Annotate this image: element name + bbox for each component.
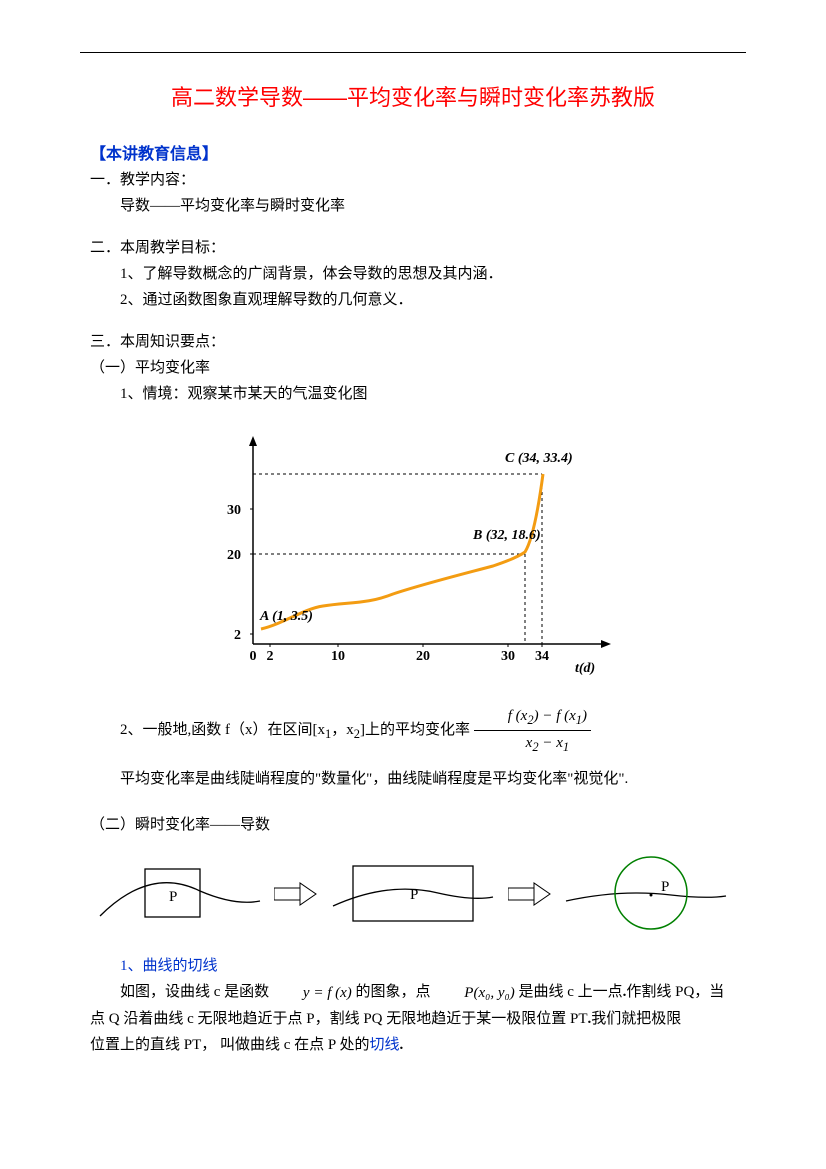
- svg-text:C (34, 33.4): C (34, 33.4): [505, 451, 573, 466]
- avg-rate-item-2: 2、一般地,函数 f（x）在区间[x1，x2]上的平均变化率 f (x2) − …: [90, 704, 736, 757]
- chart-x-ticks: 0 2 10 20 30 34: [250, 644, 550, 664]
- label-teaching-content: 一．教学内容：: [90, 168, 736, 192]
- goal-item-2: 2、通过函数图象直观理解导数的几何意义．: [90, 288, 736, 312]
- svg-text:B (32, 18.6): B (32, 18.6): [472, 528, 541, 543]
- avg-rate-description: 平均变化率是曲线陡峭程度的"数量化"，曲线陡峭程度是平均变化率"视觉化".: [90, 767, 736, 791]
- tangent-subhead: 1、曲线的切线: [90, 954, 736, 978]
- svg-text:30: 30: [501, 649, 515, 664]
- arrow-icon: [274, 879, 318, 909]
- svg-text:0: 0: [250, 649, 257, 664]
- label-knowledge-points: 三．本周知识要点：: [90, 330, 736, 354]
- svg-text:P: P: [169, 889, 177, 905]
- zoom-stage-3: P: [561, 851, 731, 936]
- label-teaching-goals: 二．本周教学目标：: [90, 236, 736, 260]
- svg-text:t(d): t(d): [575, 661, 595, 676]
- top-rule: [80, 52, 746, 53]
- avg-rate-formula: f (x2) − f (x1) x2 − x1: [474, 704, 591, 757]
- zoom-sequence: P P P: [90, 851, 736, 936]
- page-title: 高二数学导数——平均变化率与瞬时变化率苏教版: [90, 80, 736, 112]
- svg-text:10: 10: [331, 649, 345, 664]
- svg-text:30: 30: [227, 503, 241, 518]
- temperature-curve: [261, 474, 543, 629]
- section-head-info: 【本讲教育信息】: [90, 140, 736, 164]
- teaching-content: 导数——平均变化率与瞬时变化率: [90, 194, 736, 218]
- svg-text:A (1, 3.5): A (1, 3.5): [259, 609, 313, 624]
- avg-rate-item-1: 1、情境：观察某市某天的气温变化图: [90, 382, 736, 406]
- goal-item-1: 1、了解导数概念的广阔背景，体会导数的思想及其内涵．: [90, 262, 736, 286]
- svg-text:34: 34: [535, 649, 549, 664]
- svg-text:2: 2: [267, 649, 274, 664]
- chart-point-labels: A (1, 3.5) B (32, 18.6) C (34, 33.4) t(d…: [259, 451, 595, 676]
- zoom-stage-2: P: [328, 851, 498, 936]
- svg-text:P: P: [661, 879, 669, 895]
- tangent-para-1: 如图，设曲线 c 是函数 y = f (x) 的图象，点 P(x₀, y₀) 是…: [90, 980, 736, 1005]
- tangent-para-3: 位置上的直线 PT， 叫做曲线 c 在点 P 处的切线.: [90, 1033, 736, 1057]
- subhead-average-rate: （一）平均变化率: [90, 356, 736, 380]
- temperature-chart: 2 20 30 0 2 10 20 30 34 A (1, 3.5) B (32…: [90, 424, 736, 684]
- chart-y-ticks: 2 20 30: [227, 503, 253, 643]
- subhead-instant-rate: （二）瞬时变化率——导数: [90, 813, 736, 837]
- arrow-icon: [508, 879, 552, 909]
- svg-text:20: 20: [227, 548, 241, 563]
- svg-text:P: P: [410, 887, 418, 903]
- svg-text:20: 20: [416, 649, 430, 664]
- tangent-para-2: 点 Q 沿着曲线 c 无限地趋近于点 P，割线 PQ 无限地趋近于某一极限位置 …: [90, 1007, 736, 1031]
- svg-text:2: 2: [234, 628, 241, 643]
- zoom-stage-1: P: [95, 851, 265, 936]
